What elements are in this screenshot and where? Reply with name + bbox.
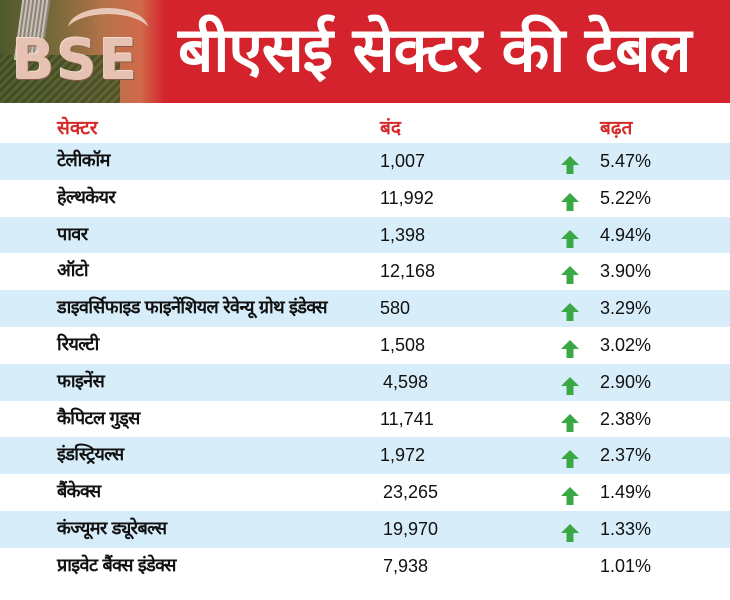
- table-row: कंज्यूमर ड्यूरेबल्स 19,970 1.33%: [0, 510, 730, 548]
- sector-name: इंडस्ट्रियल्स: [57, 444, 124, 466]
- up-arrow-icon: [560, 410, 580, 432]
- sector-name: कंज्यूमर ड्यूरेबल्स: [57, 517, 167, 539]
- bse-logo-text: BSE: [12, 28, 140, 93]
- sector-name: पावर: [57, 223, 88, 245]
- sector-name: रियल्टी: [57, 333, 99, 355]
- gain-percent: 1.33%: [600, 518, 652, 539]
- up-arrow-icon: [560, 189, 580, 211]
- gain-percent: 5.47%: [600, 151, 652, 171]
- sector-name: फाइनेंस: [57, 370, 105, 392]
- gain-percent: 3.02%: [600, 334, 652, 355]
- close-value: 19,970: [383, 518, 439, 539]
- up-arrow-icon: [560, 483, 580, 506]
- up-arrow-icon: [560, 336, 580, 358]
- gain-percent: 5.22%: [600, 187, 652, 208]
- bse-dome-graphic: [68, 8, 148, 48]
- header-gain: बढ़त: [600, 117, 633, 139]
- title-banner: BSE बीएसई सेक्टर की टेबल: [0, 0, 730, 103]
- sector-name: ऑटो: [57, 260, 89, 282]
- page-title: बीएसई सेक्टर की टेबल: [178, 13, 692, 86]
- sector-table: टेलीकॉम 1,007 5.47% हेल्थकेयर 11,992 5.2…: [0, 143, 730, 585]
- sector-name: बैंकेक्स: [57, 481, 101, 503]
- close-value: 11,741: [380, 408, 434, 429]
- logo-background-texture: [0, 55, 120, 103]
- sector-name: डाइवर्सिफाइड फाइनेंशियल रेवेन्यू ग्रोथ इ…: [57, 297, 328, 319]
- gain-percent: 2.37%: [600, 445, 652, 466]
- table-row: इंडस्ट्रियल्स 1,972 2.37%: [0, 437, 730, 475]
- up-arrow-icon: [560, 373, 580, 395]
- up-arrow-icon: [560, 226, 580, 248]
- up-arrow-icon: [560, 446, 580, 469]
- table-row: फाइनेंस 4,598 2.90%: [0, 363, 730, 401]
- header-close: बंद: [380, 117, 401, 139]
- table-row: ऑटो 12,168 3.90%: [0, 253, 730, 290]
- table-row: बैंकेक्स 23,265 1.49%: [0, 474, 730, 511]
- close-value: 580: [380, 298, 411, 319]
- sector-name: टेलीकॉम: [57, 150, 110, 171]
- table-row: कैपिटल गुड्स 11,741 2.38%: [0, 401, 730, 438]
- gain-percent: 2.90%: [600, 371, 652, 392]
- close-value: 11,992: [380, 187, 434, 208]
- close-value: 4,598: [383, 371, 429, 392]
- up-arrow-icon: [560, 299, 580, 322]
- bse-logo: BSE: [0, 0, 165, 103]
- close-value: 1,398: [380, 224, 426, 245]
- table-header: सेक्टर बंद बढ़त: [0, 114, 730, 142]
- up-arrow-icon: [560, 520, 580, 542]
- sector-name: हेल्थकेयर: [57, 186, 116, 208]
- gain-percent: 2.38%: [600, 408, 652, 429]
- header-sector: सेक्टर: [57, 117, 98, 139]
- table-row: हेल्थकेयर 11,992 5.22%: [0, 180, 730, 217]
- up-arrow-icon: [560, 262, 580, 285]
- gain-percent: 4.94%: [600, 224, 652, 245]
- table-row: रियल्टी 1,508 3.02%: [0, 327, 730, 364]
- gain-percent: 3.90%: [600, 261, 652, 282]
- close-value: 1,972: [380, 445, 426, 466]
- close-value: 1,508: [380, 334, 426, 355]
- gain-percent: 1.49%: [600, 482, 652, 503]
- up-arrow-icon: [560, 152, 580, 174]
- gain-percent: 3.29%: [600, 298, 652, 319]
- close-value: 1,007: [380, 151, 426, 171]
- sector-name: प्राइवेट बैंक्स इंडेक्स: [57, 554, 176, 576]
- close-value: 7,938: [383, 555, 429, 576]
- table-row: टेलीकॉम 1,007 5.47%: [0, 143, 730, 180]
- table-row: डाइवर्सिफाइड फाइनेंशियल रेवेन्यू ग्रोथ इ…: [0, 290, 730, 327]
- close-value: 12,168: [380, 261, 436, 282]
- table-row: पावर 1,398 4.94%: [0, 216, 730, 254]
- sector-name: कैपिटल गुड्स: [57, 407, 140, 429]
- close-value: 23,265: [383, 482, 439, 503]
- gain-percent: 1.01%: [600, 555, 652, 576]
- table-row: प्राइवेट बैंक्स इंडेक्स 7,938 1.01%: [0, 548, 730, 585]
